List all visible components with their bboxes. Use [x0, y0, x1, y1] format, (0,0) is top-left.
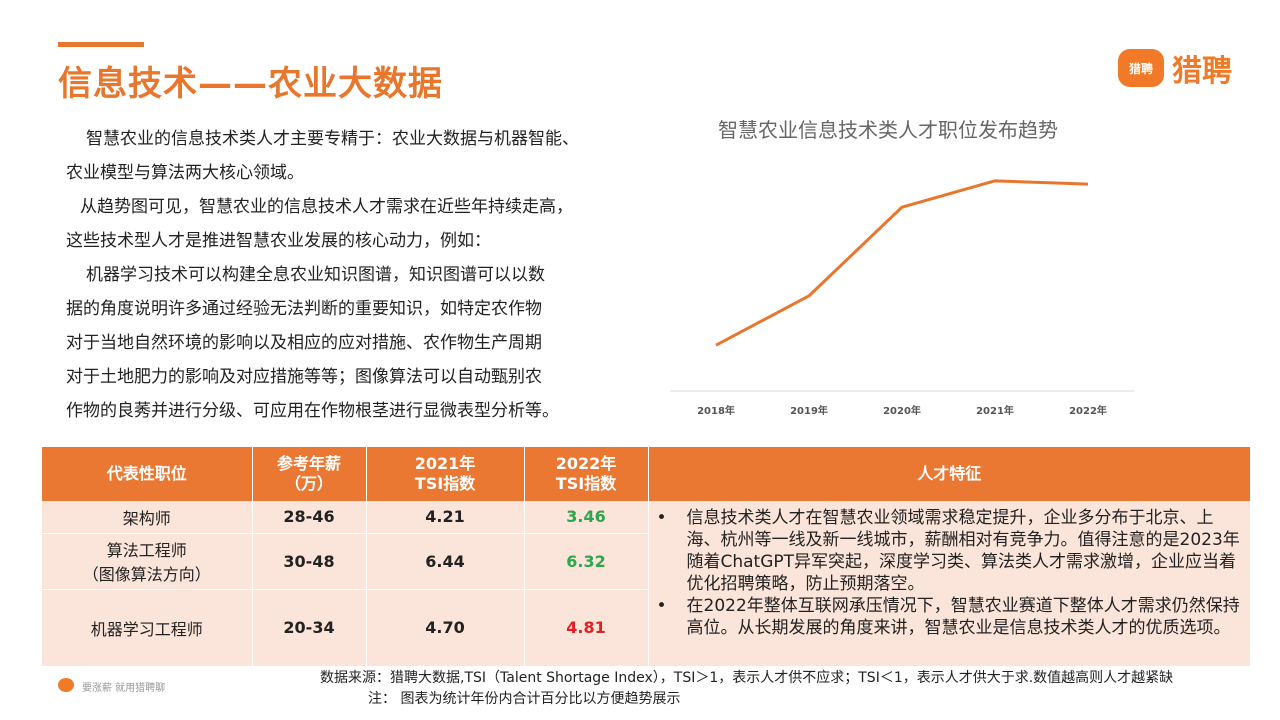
page-title: 信息技术——农业大数据	[58, 64, 443, 104]
header-salary-line: 参考年薪	[276, 454, 341, 473]
body-line: 作物的良莠并进行分级、可应用在作物根茎进行显微表型分析等。	[66, 401, 559, 421]
body-line: 从趋势图可见，智慧农业的信息技术人才需求在近些年持续走高，	[80, 197, 573, 217]
table-row: 算法工程师 （图像算法方向） 30-48 6.44 6.32	[42, 533, 1250, 590]
liepin-logo-text: 猎聘	[1172, 54, 1232, 89]
tsi-2021-cell: 4.70	[366, 589, 525, 667]
liepin-logo-icon: 猎聘	[1118, 49, 1164, 87]
header-tsi-2021-year: 2021年	[414, 454, 476, 473]
header-tsi-2021-label: TSI指数	[414, 474, 476, 493]
feature-item: • 在2022年整体互联网承压情况下，智慧农业赛道下整体人才需求仍然保持高位。从…	[657, 595, 1241, 639]
tsi-2021-cell: 6.44	[366, 533, 525, 590]
body-line: 据的角度说明许多通过经验无法判断的重要知识，如特定农作物	[66, 299, 542, 319]
trend-chart-svg: 2018年 2019年 2020年 2021年 2022年	[670, 179, 1134, 417]
table-header-row: 代表性职位 参考年薪 （万） 2021年 TSI指数 2022年 TSI指数 人才特征	[42, 447, 1250, 501]
body-line: 对于土地肥力的影响及对应措施等等；图像算法可以自动甄别农	[66, 367, 542, 387]
feature-text: 信息技术类人才在智慧农业领域需求稳定提升，企业多分布于北京、上海、杭州等一线及新…	[686, 508, 1240, 594]
data-source-note: 数据来源：猎聘大数据,TSI（Talent Shortage Index），TS…	[320, 670, 1174, 686]
x-tick-labels: 2018年 2019年 2020年 2021年 2022年	[697, 404, 1107, 417]
salary-cell: 30-48	[252, 533, 367, 590]
feature-item: • 信息技术类人才在智慧农业领域需求稳定提升，企业多分布于北京、上海、杭州等一线…	[657, 507, 1241, 595]
x-tick-label: 2022年	[1069, 404, 1107, 417]
header-tsi-2022-label: TSI指数	[555, 474, 617, 493]
trend-series-line	[715, 179, 1089, 347]
chat-bubble-icon	[58, 678, 74, 692]
x-tick-label: 2021年	[976, 404, 1014, 417]
header-features: 人才特征	[648, 447, 1250, 501]
chart-note: 注： 图表为统计年份内合计百分比以方便趋势展示	[368, 691, 681, 707]
footer-slogan: 要涨薪 就用猎聘聊	[82, 683, 166, 694]
tsi-2021-cell: 4.21	[366, 501, 525, 534]
body-line: 农业模型与算法两大核心领域。	[66, 163, 304, 183]
salary-cell: 28-46	[252, 501, 367, 534]
roles-table: 代表性职位 参考年薪 （万） 2021年 TSI指数 2022年 TSI指数 人才特征…	[42, 447, 1250, 667]
header-tsi-2021: 2021年 TSI指数	[366, 447, 525, 501]
body-line: 对于当地自然环境的影响以及相应的应对措施、农作物生产周期	[66, 333, 542, 353]
feature-text: 在2022年整体互联网承压情况下，智慧农业赛道下整体人才需求仍然保持高位。从长期…	[686, 596, 1240, 638]
tsi-2022-cell: 4.81	[524, 589, 649, 667]
x-tick-label: 2018年	[697, 404, 735, 417]
role-subtitle: （图像算法方向）	[82, 565, 211, 584]
body-line: 智慧农业的信息技术类人才主要专精于：农业大数据与机器智能、	[86, 129, 579, 149]
bullet-icon: •	[656, 508, 667, 528]
header-salary: 参考年薪 （万）	[252, 447, 367, 501]
liepin-logo: 猎聘 猎聘	[1118, 46, 1232, 90]
intro-paragraphs: 智慧农业的信息技术类人才主要专精于：农业大数据与机器智能、 农业模型与算法两大核…	[66, 122, 626, 428]
title-accent-bar	[58, 42, 144, 47]
header-role: 代表性职位	[42, 447, 253, 501]
trend-chart: 智慧农业信息技术类人才职位发布趋势 2018年 2019年 2020年 2021年 20…	[668, 108, 1138, 430]
table-row: 架构师 28-46 4.21 3.46 • 信息技术类人才在智慧农业领域需求稳定…	[42, 501, 1250, 667]
body-line: 这些技术型人才是推进智慧农业发展的核心动力，例如：	[66, 231, 491, 251]
features-cell: • 信息技术类人才在智慧农业领域需求稳定提升，企业多分布于北京、上海、杭州等一线…	[648, 501, 1250, 667]
body-line: 机器学习技术可以构建全息农业知识图谱，知识图谱可以以数	[86, 265, 545, 285]
role-cell: 架构师	[42, 501, 253, 534]
header-tsi-2022: 2022年 TSI指数	[524, 447, 649, 501]
role-cell: 机器学习工程师	[42, 589, 253, 667]
tsi-2022-cell: 3.46	[524, 501, 649, 534]
x-tick-label: 2019年	[790, 404, 828, 417]
header-salary-unit: （万）	[284, 474, 333, 493]
bullet-icon: •	[656, 596, 667, 616]
chart-title: 智慧农业信息技术类人才职位发布趋势	[718, 118, 1058, 142]
salary-cell: 20-34	[252, 589, 367, 667]
header-tsi-2022-year: 2022年	[555, 454, 617, 473]
tsi-2022-cell: 6.32	[524, 533, 649, 590]
role-name: 算法工程师	[106, 541, 187, 560]
role-cell: 算法工程师 （图像算法方向）	[42, 533, 253, 590]
table-row: 机器学习工程师 20-34 4.70 4.81	[42, 589, 1250, 667]
x-tick-label: 2020年	[883, 404, 921, 417]
